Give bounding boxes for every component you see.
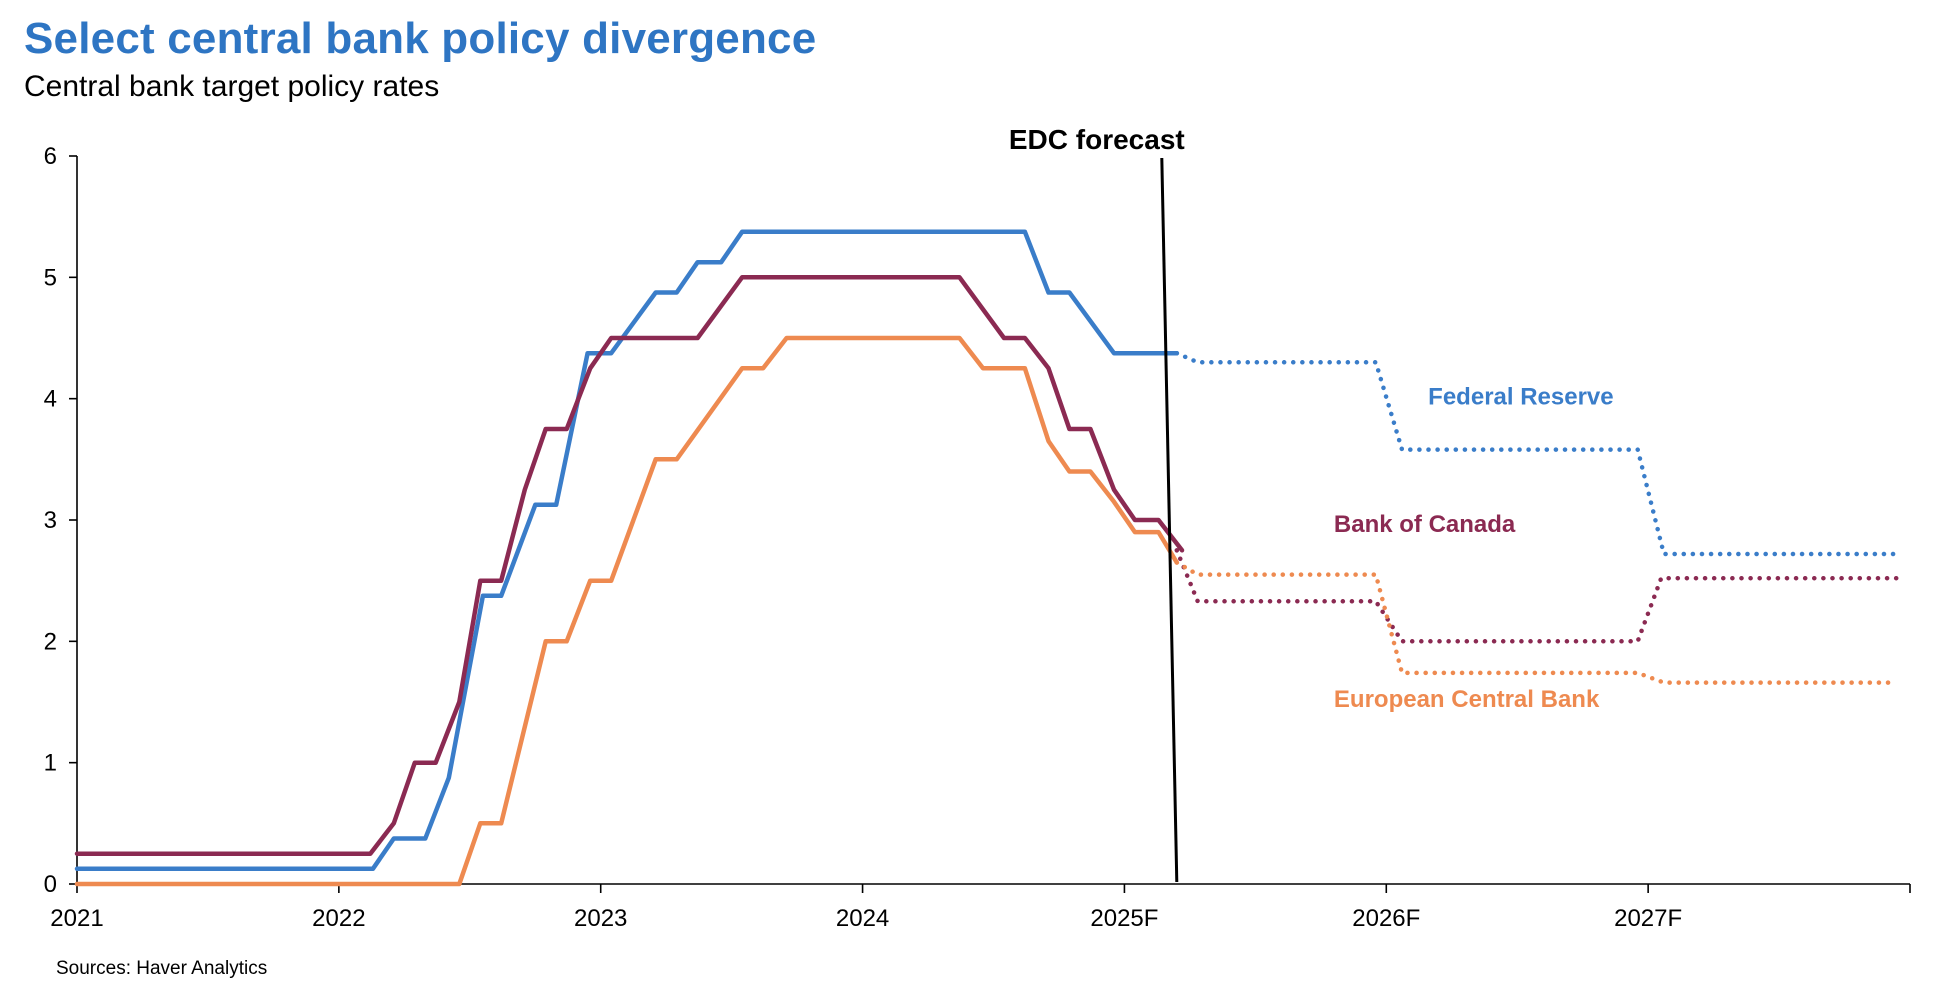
- y-tick-label: 0: [44, 871, 57, 898]
- y-tick-label: 6: [44, 143, 57, 170]
- x-tick-label: 2022: [312, 905, 365, 932]
- series-label-federal-reserve: Federal Reserve: [1428, 384, 1613, 411]
- chart-axes: 0 1 2 3 4 5 6 2021 2022 2023 2024 2025F 2026F 2027F: [44, 143, 1911, 932]
- series-line-bank-of-canada-actual: [74, 275, 1185, 856]
- x-tick-label: 2021: [50, 905, 103, 932]
- y-tick-label: 5: [44, 264, 57, 291]
- x-tick-label: 2024: [836, 905, 889, 932]
- series-line-european-central-bank-forecast: [1174, 560, 1900, 685]
- y-tick-label: 3: [44, 507, 57, 534]
- y-tick-label: 1: [44, 750, 57, 777]
- series-line-bank-of-canada-forecast: [1174, 548, 1900, 644]
- forecast-divider-line: [1160, 157, 1179, 883]
- y-tick-label: 4: [44, 386, 57, 413]
- series-line-federal-reserve-forecast: [1174, 350, 1900, 557]
- series-label-european-central-bank: European Central Bank: [1334, 686, 1600, 713]
- source-note: Sources: Haver Analytics: [56, 958, 268, 979]
- x-tick-label: 2026F: [1352, 905, 1420, 932]
- series-line-federal-reserve-actual: [74, 229, 1180, 872]
- x-tick-label: 2027F: [1614, 905, 1682, 932]
- series-line-european-central-bank-actual: [74, 335, 1180, 887]
- x-tick-label: 2023: [574, 905, 627, 932]
- forecast-label: EDC forecast: [1009, 124, 1185, 155]
- chart-title: Select central bank policy divergence: [24, 14, 817, 63]
- chart-subtitle: Central bank target policy rates: [24, 70, 440, 103]
- series-label-bank-of-canada: Bank of Canada: [1334, 511, 1516, 538]
- series-layer: Federal Reserve Bank of Canada European Ce…: [74, 229, 1900, 887]
- forecast-marker: EDC forecast: [1009, 124, 1185, 883]
- y-tick-label: 2: [44, 628, 57, 655]
- x-tick-label: 2025F: [1090, 905, 1158, 932]
